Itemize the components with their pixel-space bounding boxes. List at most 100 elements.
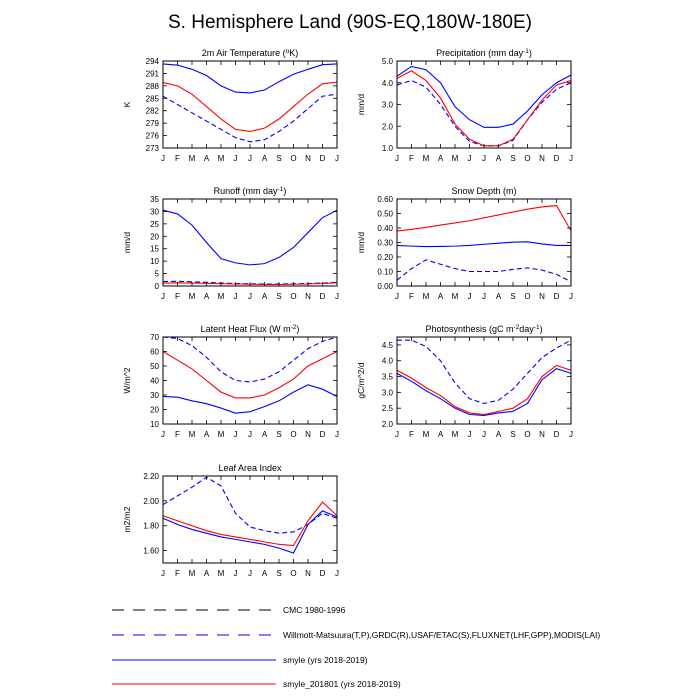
y-tick-label: 294 xyxy=(146,57,160,66)
legend-label: Willmott-Matsuura(T,P),GRDC(R),USAF/ETAC… xyxy=(283,630,600,640)
y-tick-label: 25 xyxy=(150,220,159,229)
x-tick-label: J xyxy=(468,430,472,439)
x-tick-label: J xyxy=(569,154,573,163)
y-tick-label: 2.0 xyxy=(382,420,394,429)
x-tick-label: A xyxy=(204,569,210,578)
x-tick-label: A xyxy=(496,430,502,439)
figure-title: S. Hemisphere Land (90S-EQ,180W-180E) xyxy=(168,12,532,33)
y-tick-label: 2.0 xyxy=(382,122,394,131)
series-obs-line xyxy=(162,93,338,143)
x-tick-label: A xyxy=(438,154,444,163)
y-axis-label: m2/m2 xyxy=(122,506,132,532)
x-tick-label: J xyxy=(248,154,252,163)
x-tick-label: J xyxy=(335,154,339,163)
plot-frame xyxy=(162,336,338,425)
series-obs-line xyxy=(396,259,572,283)
series-smyle_201801-line xyxy=(162,501,338,547)
x-tick-label: S xyxy=(276,430,281,439)
y-tick-label: 2.5 xyxy=(382,404,394,413)
x-tick-label: D xyxy=(320,569,326,578)
y-axis-label: gC/m^2/d xyxy=(356,362,366,398)
x-tick-label: J xyxy=(248,292,252,301)
x-tick-label: O xyxy=(290,292,296,301)
legend-item-obs: Willmott-Matsuura(T,P),GRDC(R),USAF/ETAC… xyxy=(112,630,600,640)
x-tick-label: A xyxy=(262,154,268,163)
y-tick-label: 3.5 xyxy=(382,373,394,382)
x-tick-label: M xyxy=(423,154,430,163)
y-tick-label: 30 xyxy=(150,207,159,216)
x-tick-label: A xyxy=(204,154,210,163)
x-tick-label: J xyxy=(468,154,472,163)
series-smyle_201801-line xyxy=(162,351,338,399)
y-tick-label: 1.0 xyxy=(382,144,394,153)
legend-item-smyle_201801: smyle_201801 (yrs 2018-2019) xyxy=(112,679,401,689)
series-smyle-line xyxy=(396,368,572,417)
panel-precip: J F M A M J J A S O N D J1.02.03.04.05.0mm/dPrecipit… xyxy=(356,48,573,163)
x-tick-label: N xyxy=(539,430,545,439)
x-tick-label: O xyxy=(524,430,530,439)
series-smyle-line xyxy=(162,63,338,94)
x-tick-label: D xyxy=(320,292,326,301)
y-tick-label: 30 xyxy=(150,391,159,400)
x-tick-label: F xyxy=(175,430,180,439)
y-tick-label: 40 xyxy=(150,377,159,386)
series-smyle_201801-line xyxy=(396,364,572,416)
panel-title: Runoff (mm day-1) xyxy=(214,186,287,196)
y-axis-label: mm/d xyxy=(356,94,366,116)
legend-label: smyle (yrs 2018-2019) xyxy=(283,655,368,665)
x-tick-label: J xyxy=(482,154,486,163)
x-tick-label: F xyxy=(175,292,180,301)
series-smyle_201801-line xyxy=(396,70,572,147)
series-smyle-line xyxy=(162,209,338,266)
legend-item-smyle: smyle (yrs 2018-2019) xyxy=(112,655,368,665)
x-tick-label: O xyxy=(290,430,296,439)
x-tick-label: J xyxy=(248,430,252,439)
y-tick-label: 0.00 xyxy=(377,282,393,291)
x-tick-label: N xyxy=(305,430,311,439)
x-tick-label: O xyxy=(524,154,530,163)
y-tick-label: 0.30 xyxy=(377,239,393,248)
x-tick-label: J xyxy=(482,292,486,301)
panel-snow: J F M A M J J A S O N D J0.000.100.200.300.400.500.6… xyxy=(356,186,573,301)
x-tick-label: A xyxy=(262,569,268,578)
panel-title: Leaf Area Index xyxy=(218,463,282,473)
x-tick-label: J xyxy=(161,292,165,301)
y-tick-label: 5 xyxy=(155,270,160,279)
x-tick-label: S xyxy=(276,292,281,301)
x-tick-label: M xyxy=(189,569,196,578)
series-smyle_201801-line xyxy=(396,204,572,232)
x-tick-label: F xyxy=(175,154,180,163)
y-tick-label: 15 xyxy=(150,245,159,254)
x-tick-label: M xyxy=(189,292,196,301)
series-smyle-line xyxy=(162,384,338,414)
x-tick-label: A xyxy=(262,292,268,301)
plot-frame xyxy=(162,475,338,564)
x-tick-label: N xyxy=(305,154,311,163)
y-tick-label: 288 xyxy=(146,82,160,91)
y-tick-label: 70 xyxy=(150,333,159,342)
x-tick-label: A xyxy=(438,292,444,301)
x-tick-label: S xyxy=(510,154,515,163)
x-tick-label: J xyxy=(234,430,238,439)
y-tick-label: 4.5 xyxy=(382,341,394,350)
x-tick-label: O xyxy=(290,569,296,578)
series-obs-line xyxy=(397,339,572,405)
y-axis-label: mm/d xyxy=(122,232,132,254)
y-tick-label: 2.00 xyxy=(143,497,159,506)
y-tick-label: 282 xyxy=(146,107,160,116)
y-axis-label: W/m^2 xyxy=(122,367,132,393)
legend-label: smyle_201801 (yrs 2018-2019) xyxy=(283,679,401,689)
x-tick-label: M xyxy=(452,292,459,301)
y-tick-label: 279 xyxy=(146,119,160,128)
x-tick-label: J xyxy=(395,430,399,439)
y-tick-label: 1.80 xyxy=(143,522,159,531)
x-tick-label: M xyxy=(423,292,430,301)
x-tick-label: M xyxy=(189,430,196,439)
x-tick-label: J xyxy=(234,154,238,163)
y-tick-label: 50 xyxy=(150,362,159,371)
x-tick-label: S xyxy=(510,430,515,439)
x-tick-label: J xyxy=(234,292,238,301)
series-smyle_201801-line xyxy=(162,81,338,132)
panel-title: Latent Heat Flux (W m-2) xyxy=(201,324,300,334)
